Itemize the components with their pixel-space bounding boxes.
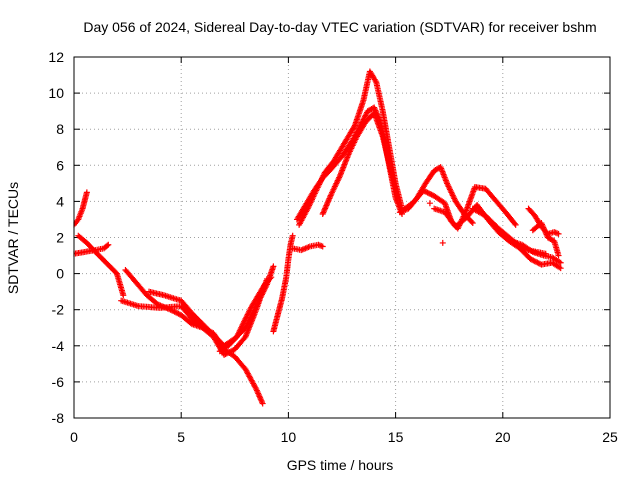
y-axis-label: SDTVAR / TECUs bbox=[5, 182, 21, 294]
data-point-plus bbox=[439, 239, 446, 246]
y-tick-label: -4 bbox=[52, 338, 65, 354]
data-point-plus bbox=[512, 221, 519, 228]
data-point-plus bbox=[226, 349, 233, 356]
data-point-plus bbox=[270, 263, 277, 270]
grid bbox=[74, 57, 610, 418]
data-points bbox=[73, 68, 564, 407]
data-point-plus bbox=[268, 274, 275, 281]
x-tick-label: 25 bbox=[602, 429, 618, 445]
data-point-plus bbox=[394, 194, 401, 201]
data-point-plus bbox=[225, 349, 232, 356]
data-point-plus bbox=[372, 77, 379, 84]
data-point-plus bbox=[318, 242, 325, 249]
y-tick-label: -8 bbox=[52, 410, 65, 426]
data-point-plus bbox=[421, 188, 428, 195]
y-tick-label: -6 bbox=[52, 374, 65, 390]
y-tick-label: 6 bbox=[56, 157, 64, 173]
data-point-plus bbox=[105, 241, 112, 248]
data-point-plus bbox=[534, 259, 541, 266]
y-tick-label: 8 bbox=[56, 121, 64, 137]
data-point-plus bbox=[424, 189, 431, 196]
data-point-plus bbox=[259, 400, 266, 407]
data-point-plus bbox=[423, 188, 430, 195]
y-tick-label: -2 bbox=[52, 302, 65, 318]
data-point-plus bbox=[557, 259, 564, 266]
data-point-plus bbox=[555, 252, 562, 259]
data-point-plus bbox=[171, 308, 178, 315]
x-axis-label: GPS time / hours bbox=[287, 457, 394, 473]
y-tick-label: 12 bbox=[48, 49, 64, 65]
data-point-plus bbox=[529, 256, 536, 263]
data-point-plus bbox=[555, 230, 562, 237]
x-tick-label: 20 bbox=[495, 429, 511, 445]
data-point-plus bbox=[223, 350, 230, 357]
data-point-plus bbox=[222, 351, 229, 358]
data-point-plus bbox=[174, 310, 181, 317]
y-tick-label: 0 bbox=[56, 266, 64, 282]
axis-ticks: 0 5 10 15 20 25 -8 -6 -4 -2 0 2 4 6 8 10 12 bbox=[48, 49, 618, 445]
data-point-plus bbox=[289, 232, 296, 239]
data-point-plus bbox=[175, 310, 182, 317]
data-point-plus bbox=[83, 189, 90, 196]
data-point-plus bbox=[530, 257, 537, 264]
x-tick-label: 15 bbox=[388, 429, 404, 445]
data-point-plus bbox=[468, 218, 475, 225]
data-point-plus bbox=[531, 258, 538, 265]
data-point-plus bbox=[316, 242, 323, 249]
data-point-plus bbox=[104, 242, 111, 249]
data-point-plus bbox=[319, 243, 326, 250]
data-point-plus bbox=[267, 275, 274, 282]
data-point-plus bbox=[420, 187, 427, 194]
y-tick-label: 4 bbox=[56, 193, 64, 209]
data-point-plus bbox=[535, 260, 542, 267]
data-point-plus bbox=[469, 220, 476, 227]
data-point-plus bbox=[557, 265, 564, 272]
data-point-plus bbox=[227, 348, 234, 355]
data-point-plus bbox=[427, 190, 434, 197]
data-point-plus bbox=[428, 191, 435, 198]
x-tick-label: 0 bbox=[70, 429, 78, 445]
data-point-plus bbox=[229, 347, 236, 354]
data-point-plus bbox=[511, 220, 518, 227]
y-tick-label: 10 bbox=[48, 85, 64, 101]
data-point-plus bbox=[533, 258, 540, 265]
data-point-plus bbox=[221, 351, 228, 358]
data-point-plus bbox=[426, 200, 433, 207]
x-tick-label: 5 bbox=[177, 429, 185, 445]
y-tick-label: 2 bbox=[56, 230, 64, 246]
data-point-plus bbox=[554, 230, 561, 237]
x-tick-label: 10 bbox=[281, 429, 297, 445]
data-point-plus bbox=[120, 292, 127, 299]
data-point-plus bbox=[552, 229, 559, 236]
data-point-plus bbox=[527, 256, 534, 263]
plot-frame bbox=[73, 56, 611, 419]
data-point-plus bbox=[351, 123, 358, 130]
chart-title: Day 056 of 2024, Sidereal Day-to-day VTE… bbox=[83, 19, 596, 35]
data-point-plus bbox=[172, 309, 179, 316]
data-point-plus bbox=[425, 190, 432, 197]
